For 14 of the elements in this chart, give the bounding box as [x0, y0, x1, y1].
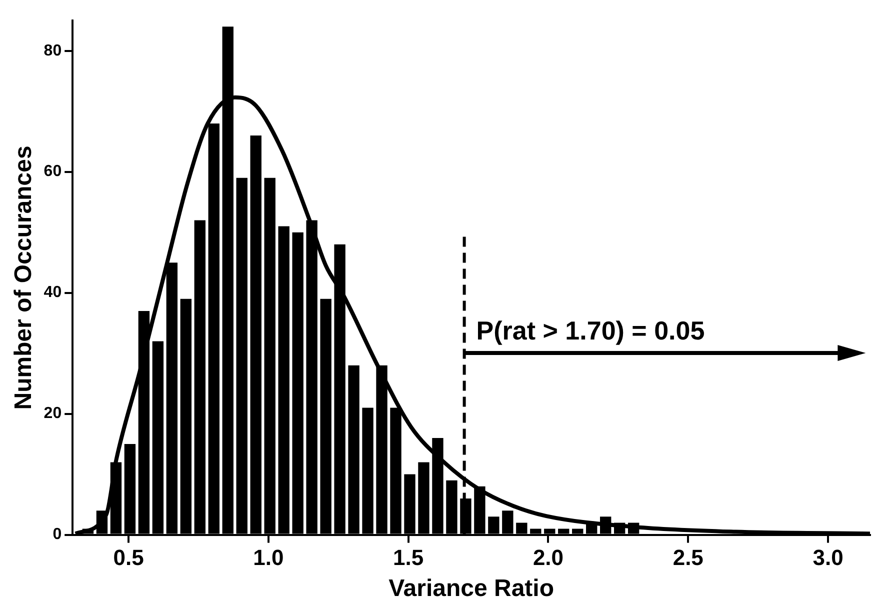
x-axis-title: Variance Ratio: [388, 575, 554, 602]
y-tick-label: 0: [52, 526, 62, 544]
y-tick-label: 80: [44, 42, 62, 60]
x-tick-label: 2.5: [672, 545, 704, 570]
y-tick-label: 60: [44, 163, 62, 180]
x-tick-label: 2.0: [532, 545, 564, 570]
x-tick-label: 1.5: [393, 545, 424, 570]
y-tick-label: 20: [44, 405, 62, 422]
x-tick-label: 0.5: [113, 545, 144, 570]
y-tick-label: 40: [44, 284, 62, 302]
x-tick-label: 1.0: [253, 545, 284, 570]
x-tick-label: 3.0: [812, 545, 844, 570]
ref-line-label: P(rat > 1.70) = 0.05: [476, 315, 705, 346]
y-axis-title: Number of Occurances: [10, 146, 38, 410]
